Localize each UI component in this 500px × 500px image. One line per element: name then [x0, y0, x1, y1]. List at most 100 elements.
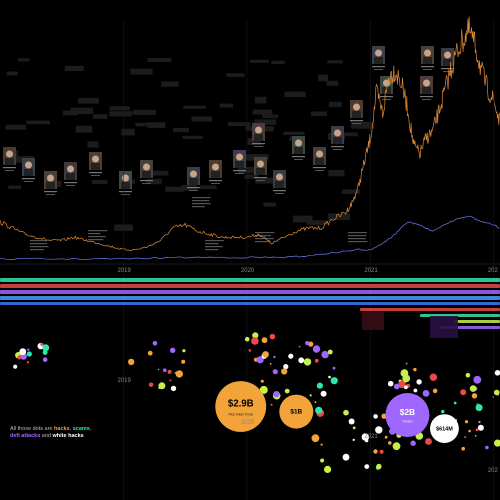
- portrait-shoulders: [352, 111, 361, 118]
- note-block: [87, 141, 99, 148]
- small-dot: [332, 366, 336, 370]
- bubble-axis: 2019 2020 2021 202: [117, 378, 498, 474]
- event-bands: [0, 278, 500, 338]
- portrait-caption: [333, 149, 342, 150]
- portrait-face: [212, 163, 219, 171]
- portrait-caption: [121, 194, 130, 195]
- portrait-caption: [443, 71, 452, 72]
- note-block: [173, 127, 189, 133]
- portrait-caption: [64, 182, 77, 184]
- bubble-year-label: 202: [488, 468, 499, 474]
- small-dot: [494, 370, 500, 376]
- portrait-face: [257, 160, 264, 168]
- portrait-caption: [187, 187, 200, 189]
- portrait-caption: [254, 177, 267, 179]
- portrait-caption: [252, 143, 265, 145]
- portrait-card: [64, 162, 77, 186]
- portrait-caption: [421, 66, 434, 68]
- small-dot: [464, 420, 469, 424]
- portrait-shoulders: [121, 182, 130, 189]
- portrait-caption: [233, 170, 246, 172]
- portrait-card: [254, 157, 267, 181]
- note-block: [5, 124, 26, 130]
- small-dot: [468, 429, 471, 433]
- small-dot: [405, 362, 408, 365]
- small-dot: [494, 389, 500, 396]
- small-dot: [402, 374, 411, 383]
- small-dot: [163, 368, 167, 373]
- note-block: [130, 68, 153, 75]
- portrait-card: [331, 126, 344, 150]
- note-block: [64, 65, 84, 72]
- event-note: [430, 316, 458, 338]
- portrait-caption: [273, 190, 286, 192]
- small-dot: [17, 355, 22, 360]
- note-block: [341, 189, 360, 194]
- note-block: [254, 119, 277, 125]
- note-block: [183, 105, 206, 109]
- portrait-face: [255, 126, 262, 134]
- note-block: [249, 59, 269, 63]
- small-dot: [469, 385, 477, 392]
- note-line: [30, 240, 47, 242]
- small-dot: [465, 372, 471, 378]
- portrait-card: [22, 158, 35, 182]
- portrait-card: [292, 136, 305, 160]
- note-line: [192, 200, 210, 202]
- note-block: [121, 128, 135, 136]
- bubble: $2.9B Plus Token Ponzi: [215, 381, 267, 432]
- portrait-caption: [209, 180, 222, 182]
- portrait-caption: [22, 178, 35, 180]
- note-line: [88, 233, 101, 235]
- portrait-caption: [142, 183, 151, 184]
- small-dot: [182, 349, 186, 353]
- small-dot: [157, 368, 160, 371]
- note-block: [219, 103, 234, 108]
- note-block: [227, 122, 251, 126]
- portrait-shoulders: [443, 59, 452, 66]
- note-line: [30, 246, 49, 248]
- small-dot: [388, 441, 392, 445]
- portrait-shoulders: [189, 178, 198, 185]
- note-block: [135, 122, 150, 127]
- small-dot: [364, 464, 370, 469]
- portrait-card: [187, 167, 200, 191]
- portrait-card: [313, 147, 326, 171]
- small-dot: [158, 382, 166, 390]
- portrait-card: [372, 46, 385, 70]
- small-dot: [13, 364, 18, 369]
- small-dot: [128, 358, 135, 366]
- small-dot: [398, 380, 406, 389]
- note-line: [88, 236, 106, 238]
- note-block: [328, 101, 342, 108]
- note-line: [348, 232, 367, 234]
- small-dot: [474, 434, 477, 437]
- portrait-caption: [66, 185, 75, 186]
- portrait-caption: [423, 69, 432, 70]
- bubble-value-label: $2B: [400, 407, 415, 417]
- portrait-face: [295, 139, 302, 147]
- note-block: [306, 220, 328, 225]
- small-dot: [392, 442, 401, 451]
- small-dot: [316, 382, 323, 389]
- portrait-shoulders: [256, 168, 265, 175]
- note-line: [255, 232, 275, 234]
- small-dot: [348, 418, 355, 425]
- small-dot: [148, 382, 154, 387]
- note-block: [328, 169, 345, 177]
- portrait-face: [47, 174, 54, 182]
- small-dot: [298, 357, 305, 364]
- note-block: [293, 215, 313, 223]
- bubble-value-label: $614M: [436, 427, 453, 433]
- portrait-shoulders: [333, 137, 342, 144]
- small-dot: [476, 403, 478, 405]
- bubble-circle: [215, 381, 267, 432]
- small-dot: [256, 356, 264, 364]
- portrait-shoulders: [374, 57, 383, 64]
- small-dot: [342, 453, 350, 461]
- event-band: [0, 302, 500, 305]
- note-block: [326, 80, 339, 86]
- portrait-shoulders: [275, 181, 284, 188]
- small-dot: [27, 348, 30, 351]
